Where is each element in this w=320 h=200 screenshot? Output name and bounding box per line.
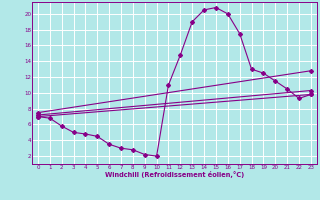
X-axis label: Windchill (Refroidissement éolien,°C): Windchill (Refroidissement éolien,°C) xyxy=(105,171,244,178)
